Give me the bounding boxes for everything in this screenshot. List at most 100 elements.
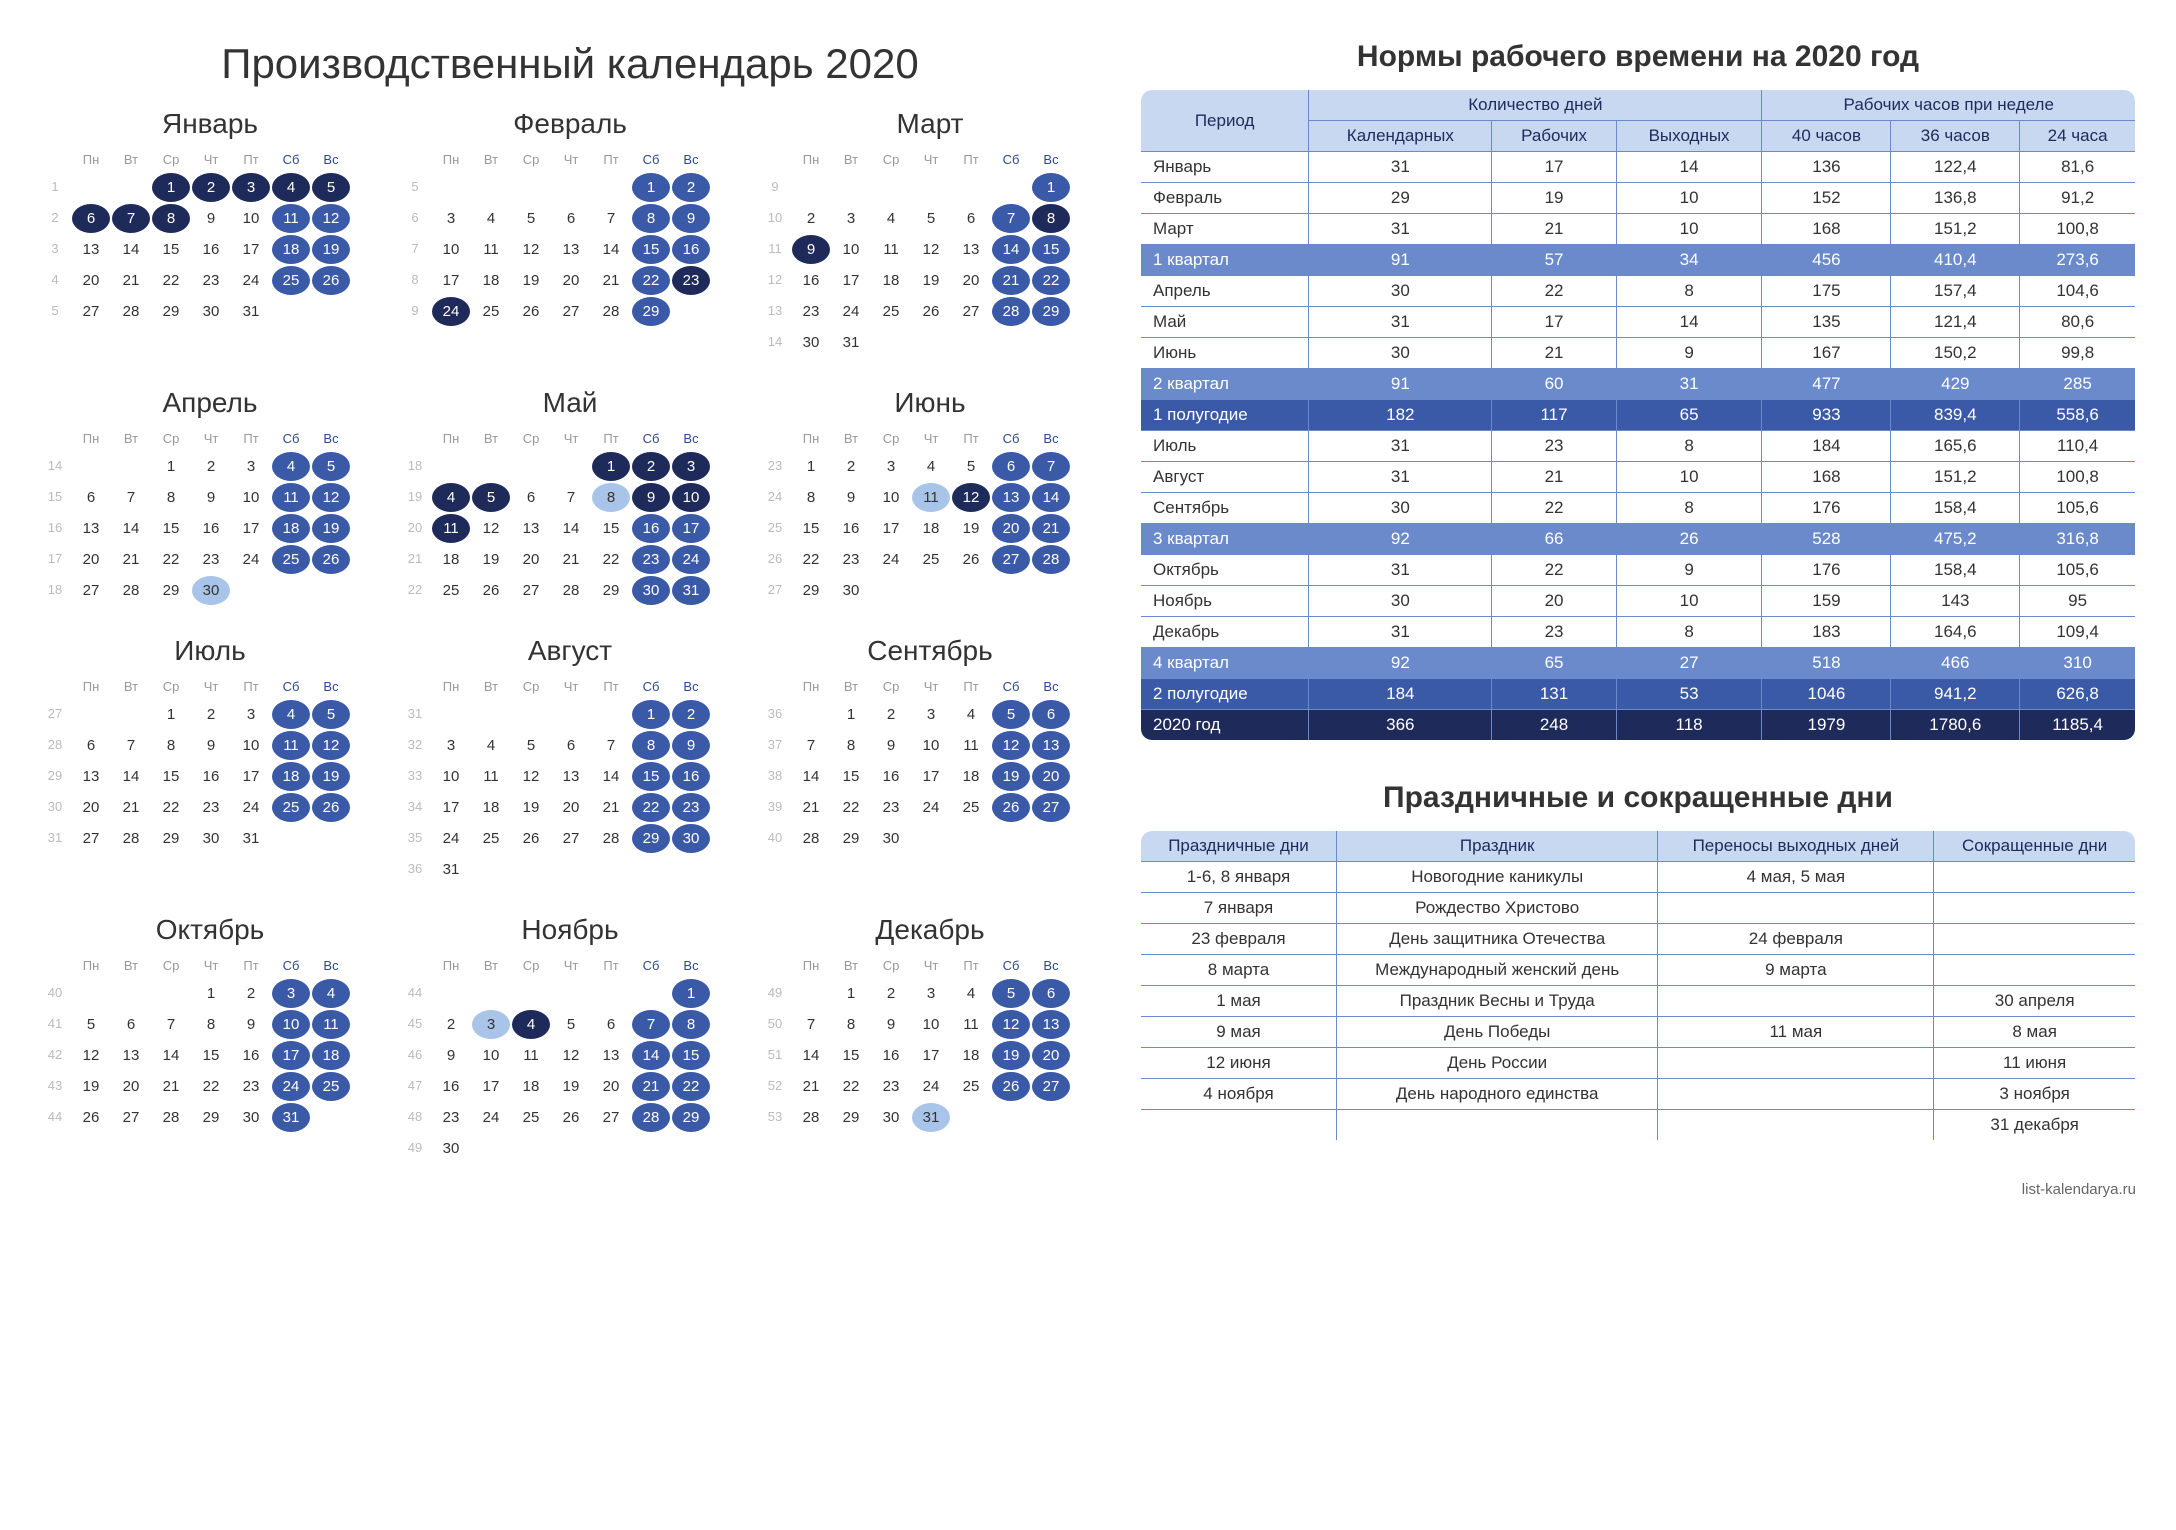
cell-htransfers: 4 мая, 5 мая bbox=[1658, 862, 1934, 893]
day-cell: 21 bbox=[112, 266, 150, 295]
day-header: Вс bbox=[1032, 675, 1070, 698]
day-cell: 27 bbox=[1032, 793, 1070, 822]
cell-hdates: 4 ноября bbox=[1141, 1079, 1337, 1110]
week-number: 3 bbox=[40, 235, 70, 264]
day-cell: 22 bbox=[1032, 266, 1070, 295]
day-cell: 29 bbox=[672, 1103, 710, 1132]
day-header: Чт bbox=[552, 148, 590, 171]
day-header: Пн bbox=[792, 148, 830, 171]
cell-hdates: 7 января bbox=[1141, 893, 1337, 924]
day-header: Пт bbox=[232, 148, 270, 171]
day-cell: 23 bbox=[192, 266, 230, 295]
cell-h24: 1185,4 bbox=[2020, 710, 2136, 741]
cell-work: 22 bbox=[1492, 276, 1616, 307]
th-h36: 36 часов bbox=[1891, 121, 2020, 152]
norms-row: 2 полугодие 184 131 53 1046 941,2 626,8 bbox=[1141, 679, 2136, 710]
main-title: Производственный календарь 2020 bbox=[40, 40, 1100, 88]
day-cell: 24 bbox=[672, 545, 710, 574]
norms-row: Март 31 21 10 168 151,2 100,8 bbox=[1141, 214, 2136, 245]
cell-off: 10 bbox=[1616, 462, 1762, 493]
day-cell bbox=[952, 824, 990, 853]
day-cell: 21 bbox=[792, 793, 830, 822]
day-cell: 23 bbox=[872, 1072, 910, 1101]
day-cell: 5 bbox=[472, 483, 510, 512]
day-cell: 29 bbox=[1032, 297, 1070, 326]
day-cell: 22 bbox=[632, 266, 670, 295]
holidays-row: 31 декабря bbox=[1141, 1110, 2136, 1141]
day-cell: 15 bbox=[1032, 235, 1070, 264]
day-cell: 24 bbox=[432, 824, 470, 853]
day-cell: 6 bbox=[72, 204, 110, 233]
day-cell: 18 bbox=[432, 545, 470, 574]
day-cell: 31 bbox=[832, 328, 870, 357]
cell-h40: 152 bbox=[1762, 183, 1891, 214]
day-header: Вс bbox=[1032, 427, 1070, 450]
day-cell: 20 bbox=[72, 793, 110, 822]
th-hshort: Сокращенные дни bbox=[1934, 831, 2136, 862]
day-cell: 13 bbox=[552, 235, 590, 264]
day-cell: 7 bbox=[112, 731, 150, 760]
cell-hdates: 8 марта bbox=[1141, 955, 1337, 986]
day-cell: 29 bbox=[192, 1103, 230, 1132]
day-cell: 9 bbox=[672, 731, 710, 760]
day-cell: 10 bbox=[872, 483, 910, 512]
cell-h40: 1979 bbox=[1762, 710, 1891, 741]
day-cell: 21 bbox=[592, 793, 630, 822]
holidays-row: 1 мая Праздник Весны и Труда 30 апреля bbox=[1141, 986, 2136, 1017]
cell-cal: 92 bbox=[1309, 524, 1492, 555]
week-number: 13 bbox=[760, 297, 790, 326]
week-number: 40 bbox=[760, 824, 790, 853]
day-cell: 31 bbox=[912, 1103, 950, 1132]
norms-row: 1 полугодие 182 117 65 933 839,4 558,6 bbox=[1141, 400, 2136, 431]
cell-h24: 316,8 bbox=[2020, 524, 2136, 555]
holidays-row: 1-6, 8 января Новогодние каникулы 4 мая,… bbox=[1141, 862, 2136, 893]
month-calendar: ПнВтСрЧтПтСбВс31123234567893310111213141… bbox=[400, 675, 740, 884]
cell-cal: 31 bbox=[1309, 555, 1492, 586]
tables-section: Нормы рабочего времени на 2020 год Перио… bbox=[1140, 40, 2136, 1198]
week-number: 18 bbox=[40, 576, 70, 605]
day-cell: 21 bbox=[1032, 514, 1070, 543]
day-cell bbox=[72, 452, 110, 481]
cell-period: 3 квартал bbox=[1141, 524, 1309, 555]
cell-hname: Новогодние каникулы bbox=[1336, 862, 1657, 893]
day-cell: 29 bbox=[792, 576, 830, 605]
th-htransfers: Переносы выходных дней bbox=[1658, 831, 1934, 862]
day-cell: 20 bbox=[592, 1072, 630, 1101]
week-number: 37 bbox=[760, 731, 790, 760]
cell-h40: 135 bbox=[1762, 307, 1891, 338]
day-cell bbox=[872, 173, 910, 202]
day-cell bbox=[992, 328, 1030, 357]
day-cell: 29 bbox=[152, 297, 190, 326]
day-header: Вс bbox=[672, 427, 710, 450]
cell-h36: 151,2 bbox=[1891, 462, 2020, 493]
cell-work: 21 bbox=[1492, 462, 1616, 493]
cell-cal: 92 bbox=[1309, 648, 1492, 679]
day-cell: 9 bbox=[792, 235, 830, 264]
week-number: 33 bbox=[400, 762, 430, 791]
day-cell: 1 bbox=[632, 173, 670, 202]
day-cell: 5 bbox=[912, 204, 950, 233]
day-cell: 26 bbox=[312, 793, 350, 822]
cell-h40: 933 bbox=[1762, 400, 1891, 431]
day-cell: 28 bbox=[792, 824, 830, 853]
day-cell: 9 bbox=[192, 204, 230, 233]
cell-work: 21 bbox=[1492, 338, 1616, 369]
cell-period: 2 полугодие bbox=[1141, 679, 1309, 710]
day-cell: 4 bbox=[432, 483, 470, 512]
day-cell: 21 bbox=[112, 793, 150, 822]
day-cell: 27 bbox=[592, 1103, 630, 1132]
day-cell bbox=[552, 452, 590, 481]
holidays-row: 8 марта Международный женский день 9 мар… bbox=[1141, 955, 2136, 986]
day-cell: 7 bbox=[152, 1010, 190, 1039]
day-cell: 18 bbox=[512, 1072, 550, 1101]
day-cell: 11 bbox=[952, 731, 990, 760]
day-cell bbox=[512, 173, 550, 202]
day-cell: 24 bbox=[472, 1103, 510, 1132]
month-block: ЯнварьПнВтСрЧтПтСбВс11234526789101112313… bbox=[40, 108, 380, 357]
day-cell: 11 bbox=[472, 235, 510, 264]
day-cell: 2 bbox=[432, 1010, 470, 1039]
months-grid: ЯнварьПнВтСрЧтПтСбВс11234526789101112313… bbox=[40, 108, 1100, 1163]
month-calendar: ПнВтСрЧтПтСбВс36123456377891011121338141… bbox=[760, 675, 1100, 853]
cell-period: 1 полугодие bbox=[1141, 400, 1309, 431]
day-cell: 18 bbox=[472, 793, 510, 822]
